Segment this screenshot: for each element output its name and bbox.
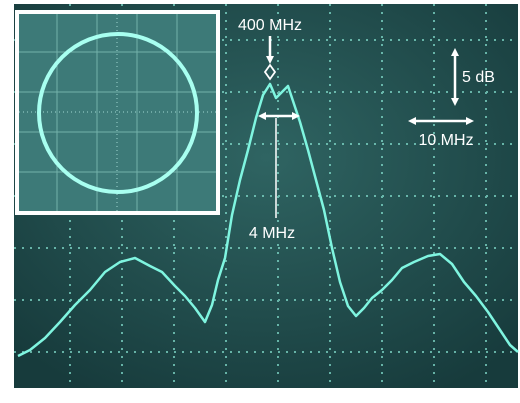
annotation-arrows [258, 36, 474, 218]
horizontal-scale-label: 10 MHz [418, 132, 473, 149]
bandwidth-label: 4 MHz [249, 225, 295, 242]
peak-label: 400 MHz [238, 17, 302, 34]
inset [15, 10, 220, 215]
vertical-scale-label: 5 dB [462, 69, 495, 86]
spectrum-trace [17, 82, 519, 358]
